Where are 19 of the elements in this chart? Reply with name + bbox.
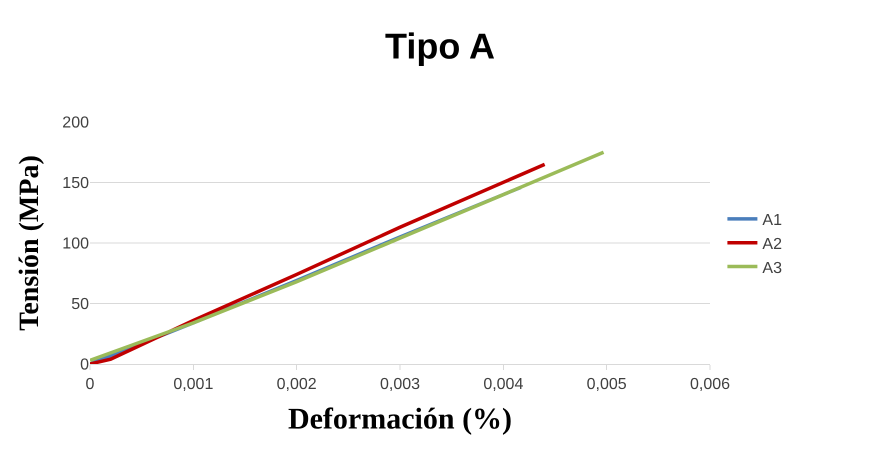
legend-label: A1 (762, 212, 782, 230)
x-tick-label: 0,001 (173, 376, 214, 394)
y-tick-label: 0 (80, 356, 90, 374)
y-axis-title: Tensión (MPa) (14, 155, 45, 331)
x-tick-label: 0,006 (690, 376, 730, 394)
x-axis-title: Deformación (%) (288, 402, 512, 436)
y-tick-label: 50 (71, 296, 90, 314)
y-tick-label: 100 (62, 236, 90, 253)
y-tick-label: 150 (62, 175, 90, 192)
x-tick-label: 0,002 (276, 376, 317, 394)
x-tick-label: 0,003 (380, 376, 420, 394)
y-tick-label: 200 (62, 114, 90, 132)
line-series (90, 150, 606, 362)
x-tick-label: 0,004 (483, 376, 524, 394)
chart-title: Tipo A (385, 25, 495, 66)
line-series (90, 162, 546, 364)
x-tick-label: 0,005 (586, 376, 627, 394)
legend-label: A2 (762, 236, 782, 253)
legend-label: A3 (762, 260, 782, 277)
